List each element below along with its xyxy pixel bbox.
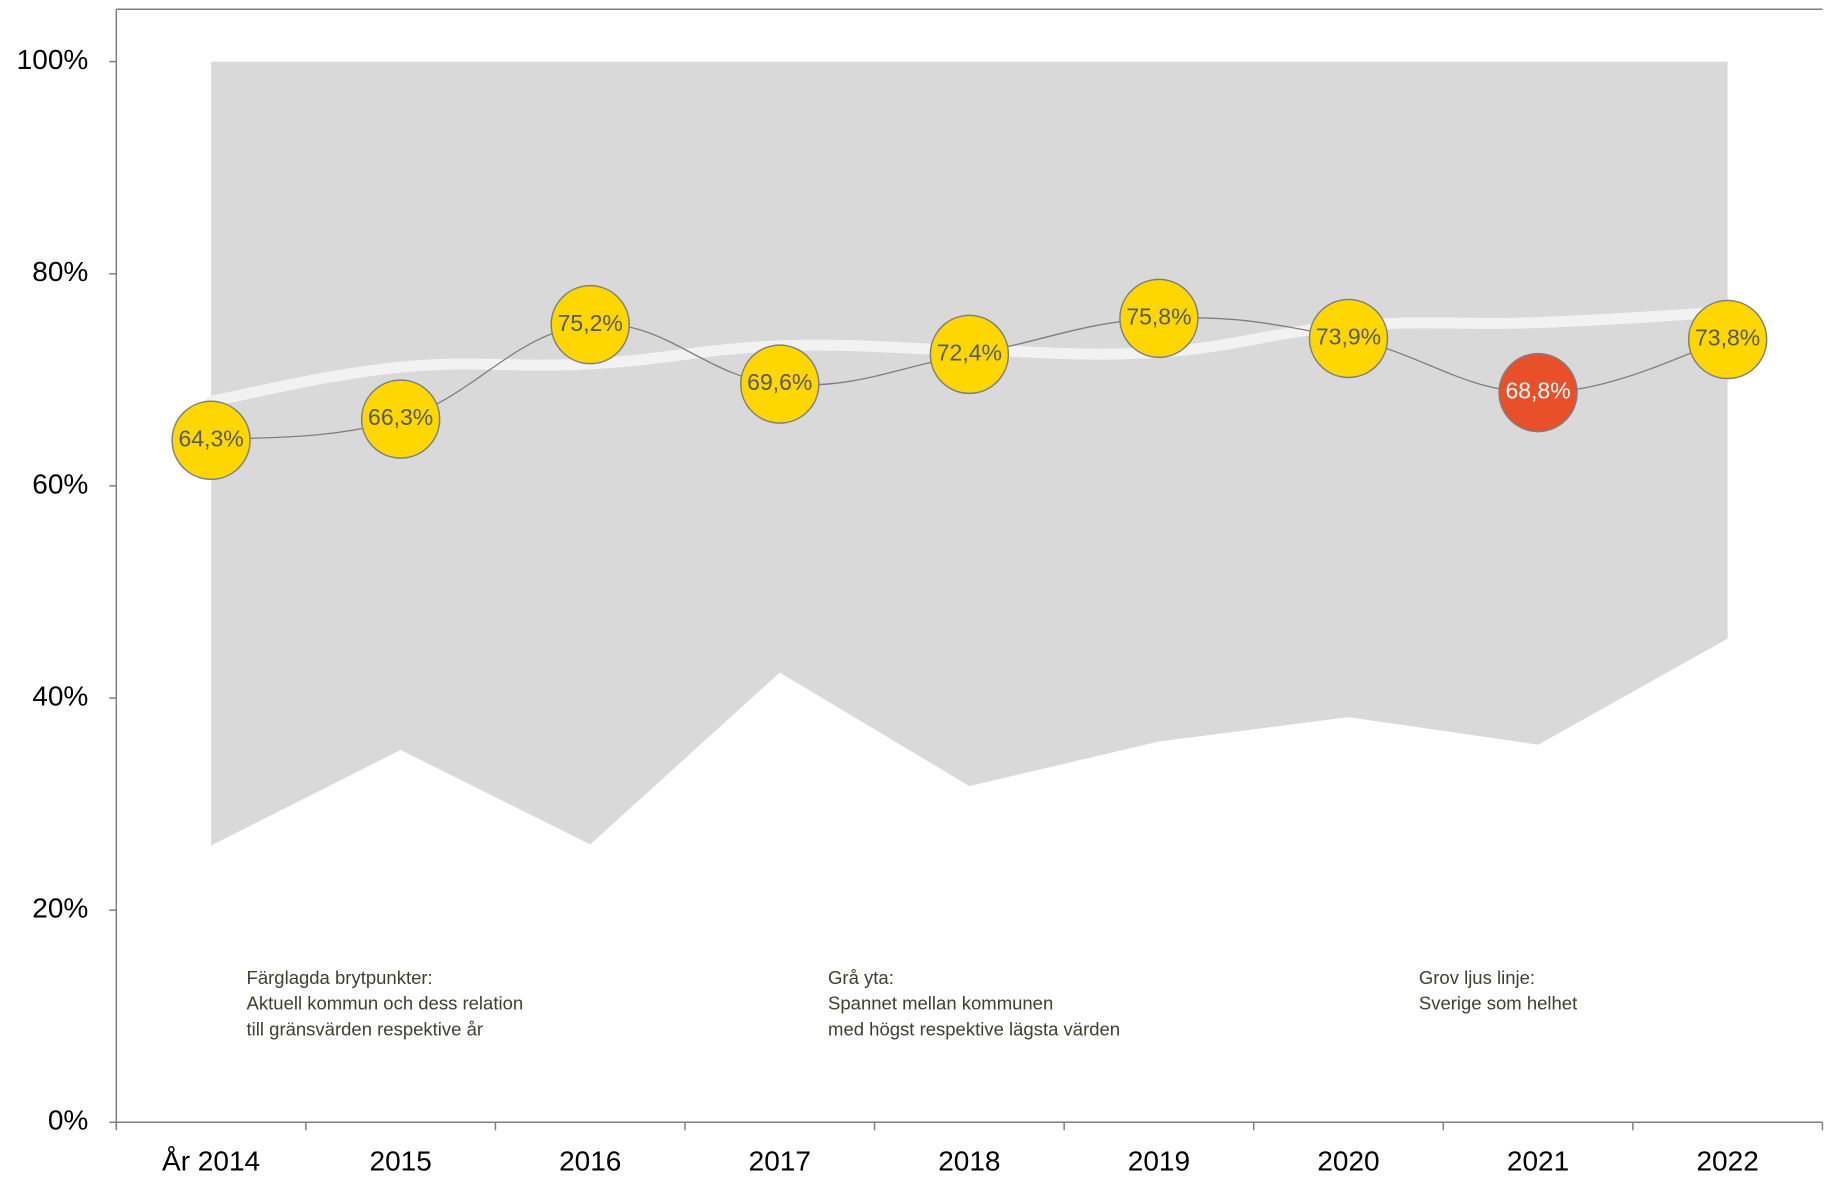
y-tick-label: 60%: [32, 468, 88, 499]
annotation: med högst respektive lägsta värden: [828, 1018, 1120, 1039]
point: [1498, 352, 1578, 433]
x-tick-label: 2016: [559, 1146, 621, 1177]
x-tick-label: År 2014: [162, 1146, 260, 1177]
value-label: 68,8%: [1505, 378, 1570, 404]
value-label: 73,8%: [1695, 325, 1760, 351]
x-tick-label: 2022: [1696, 1146, 1758, 1177]
value-label: 69,6%: [747, 369, 812, 395]
annotation: till gränsvärden respektive år: [247, 1018, 484, 1039]
x-tick-label: 2021: [1507, 1146, 1569, 1177]
annotation: Spannet mellan kommunen: [828, 993, 1053, 1014]
range-area: [211, 61, 1728, 846]
point: [360, 379, 441, 459]
annotation: Färglagda brytpunkter:: [247, 967, 433, 988]
value-label: 75,8%: [1126, 303, 1191, 329]
y-tick-label: 80%: [32, 256, 88, 287]
value-label: 72,4%: [937, 339, 1002, 365]
value-label: 75,2%: [558, 310, 623, 336]
annotation: Grov ljus linje:: [1419, 967, 1535, 988]
annotation: Grå yta:: [828, 967, 894, 988]
x-tick-label: 2015: [370, 1146, 432, 1177]
point: [550, 284, 630, 365]
value-label: 64,3%: [178, 425, 243, 451]
annotation: Aktuell kommun och dess relation: [247, 993, 524, 1014]
y-tick-label: 40%: [32, 680, 88, 711]
x-tick-label: 2017: [749, 1146, 811, 1177]
point: [1119, 278, 1199, 359]
point: [1308, 298, 1389, 379]
y-tick-label: 0%: [48, 1105, 88, 1136]
point: [1687, 299, 1768, 380]
y-tick-label: 20%: [32, 893, 88, 924]
point: [171, 400, 251, 481]
annotation: Sverige som helhet: [1419, 993, 1577, 1014]
point: [740, 344, 820, 424]
value-label: 66,3%: [368, 404, 433, 430]
point: [929, 314, 1010, 395]
value-label: 73,9%: [1316, 324, 1381, 350]
x-tick-label: 2020: [1317, 1146, 1379, 1177]
x-tick-label: 2018: [938, 1146, 1000, 1177]
y-tick-label: 100%: [17, 44, 89, 75]
x-tick-label: 2019: [1128, 1146, 1190, 1177]
